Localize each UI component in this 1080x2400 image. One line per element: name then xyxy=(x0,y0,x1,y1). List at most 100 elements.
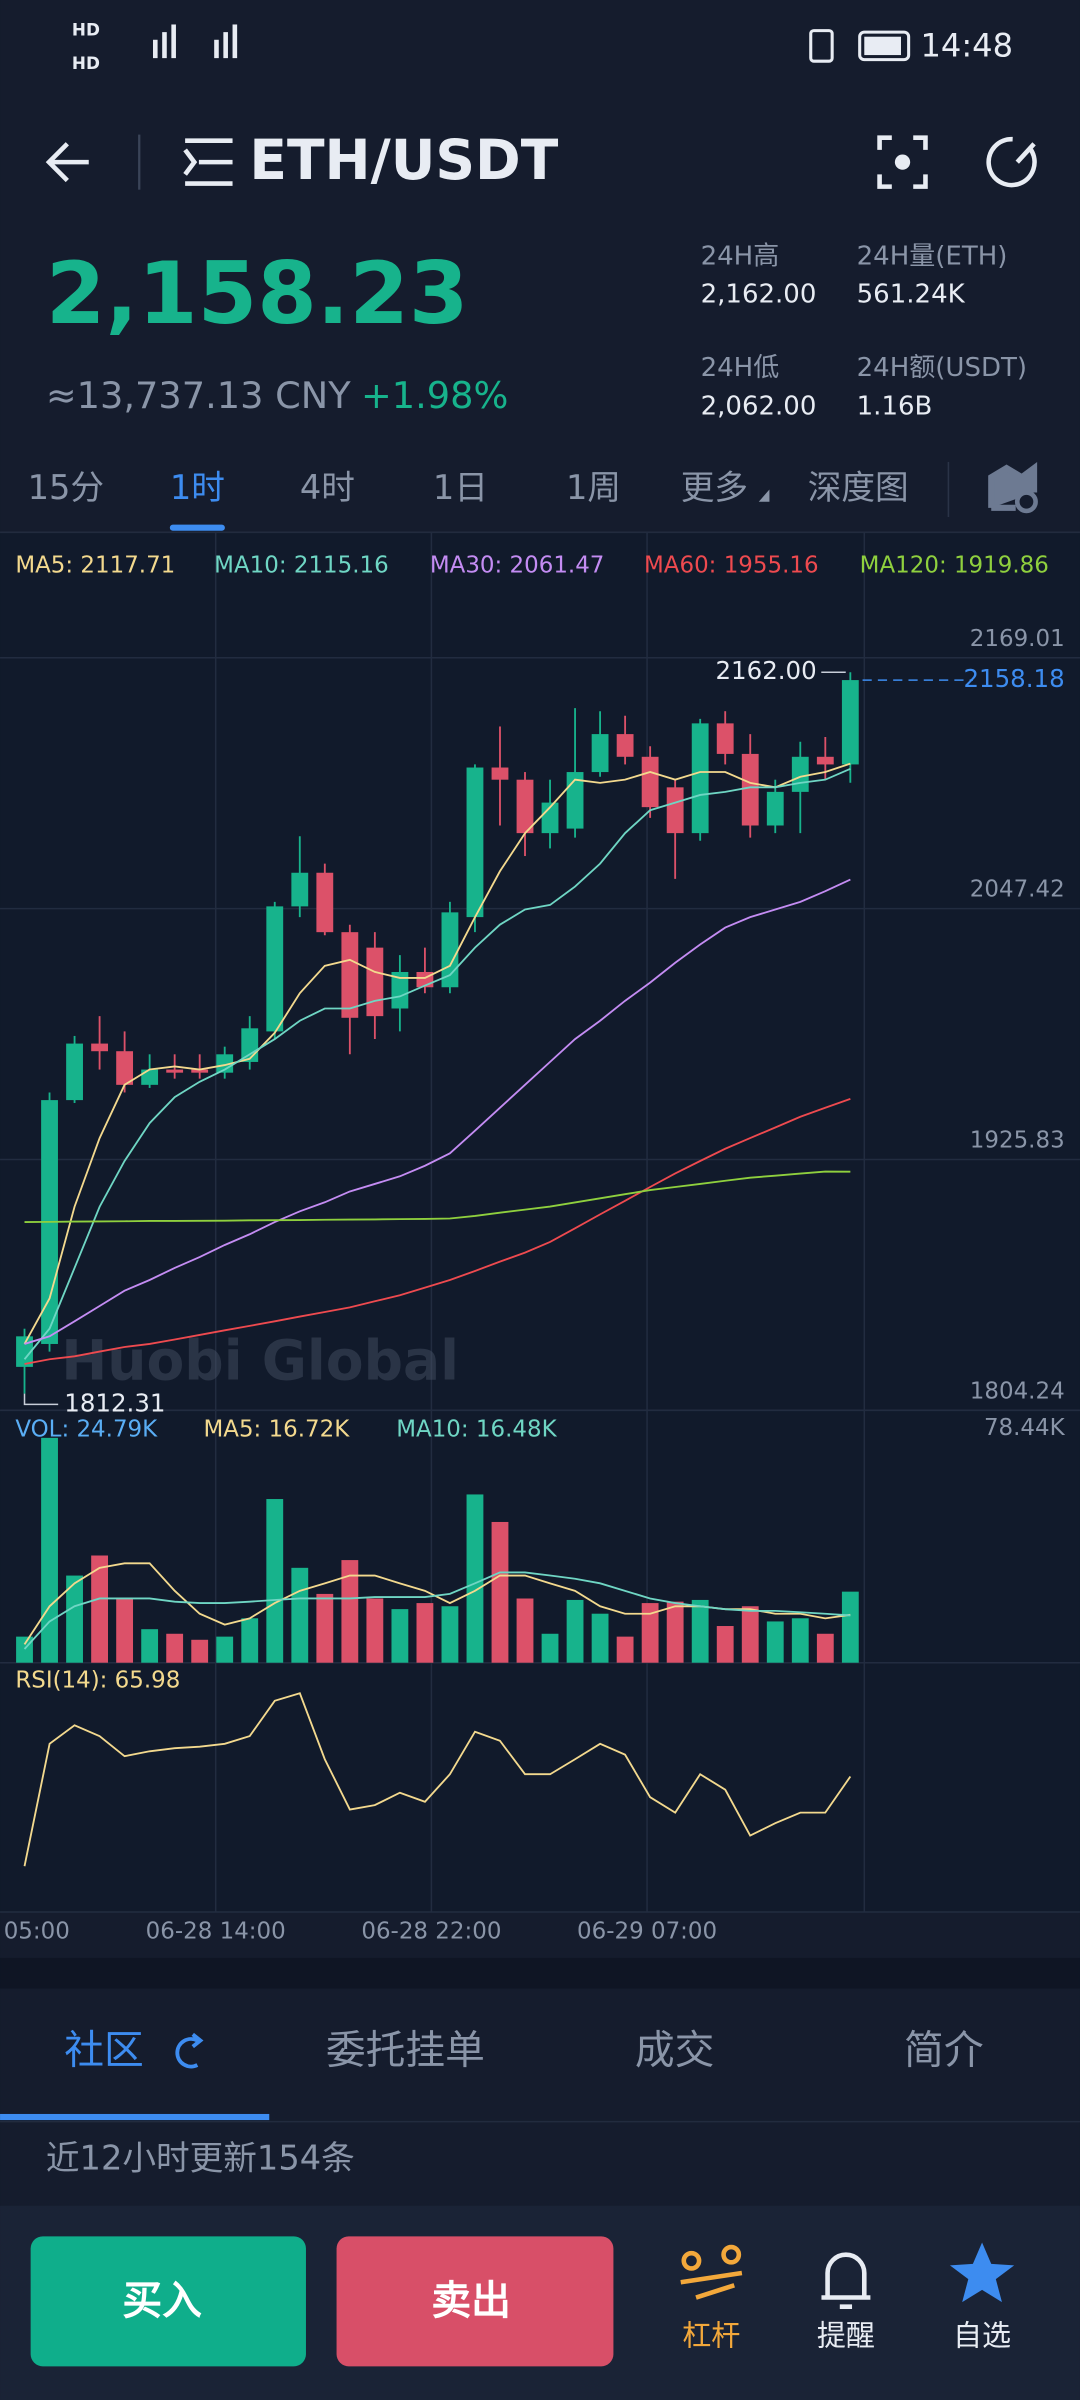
watermark: Huobi Global xyxy=(61,1329,459,1393)
candle-body xyxy=(741,753,759,826)
change: +1.98% xyxy=(361,374,508,417)
sell-label: 卖出 xyxy=(431,2278,511,2324)
volume-bar xyxy=(291,1567,309,1663)
last-price-label: 2158.18 xyxy=(963,664,1064,693)
sell-button[interactable] xyxy=(336,2236,614,2367)
volume-bar xyxy=(316,1593,334,1663)
volume-bar xyxy=(791,1618,809,1663)
volume-bar xyxy=(216,1636,234,1663)
volume-bar xyxy=(666,1601,684,1663)
candle-body xyxy=(666,787,684,834)
period-tab[interactable]: 4时 xyxy=(300,468,355,507)
refresh-icon[interactable] xyxy=(986,136,1037,188)
vol-ma-line xyxy=(23,1571,851,1650)
candle-body xyxy=(266,906,284,1032)
leverage-icon[interactable] xyxy=(680,2244,743,2300)
time-label: 06-28 22:00 xyxy=(361,1918,501,1944)
candle-body xyxy=(791,756,809,792)
candle-body xyxy=(116,1051,134,1085)
menu-icon[interactable] xyxy=(183,138,233,186)
stat-label: 24H额(USDT) xyxy=(857,353,1027,383)
gear xyxy=(1014,490,1038,514)
ma-line xyxy=(23,762,851,1345)
candle-body xyxy=(141,1069,159,1085)
volume-bar xyxy=(41,1437,58,1663)
candle-body xyxy=(541,802,559,834)
candle-body xyxy=(491,767,509,780)
candle-body xyxy=(591,734,609,773)
vol-ma-legend: MA5: 16.72K xyxy=(203,1417,350,1443)
candle-body xyxy=(391,971,409,1009)
bottom-tab[interactable]: 简介 xyxy=(904,2027,984,2073)
ma-legend: MA30: 2061.47 xyxy=(430,552,605,578)
volume-bar xyxy=(516,1598,534,1663)
candle-body xyxy=(91,1043,108,1052)
candle-body xyxy=(366,947,384,1017)
period-tab[interactable]: 更多 xyxy=(681,468,748,507)
stat-value: 2,062.00 xyxy=(701,391,817,421)
candle-body xyxy=(466,767,484,918)
stat-value: 2,162.00 xyxy=(701,280,817,310)
rsi-legend: RSI(14): 65.98 xyxy=(15,1668,180,1694)
stat-label: 24H量(ETH) xyxy=(857,241,1008,271)
volume-bar xyxy=(591,1613,609,1663)
rsi-line xyxy=(23,1692,852,1867)
bell-icon[interactable] xyxy=(821,2252,871,2309)
period-tab[interactable]: 1周 xyxy=(566,468,621,507)
period-tab[interactable]: 1时 xyxy=(170,468,225,507)
volume-bar xyxy=(616,1636,634,1663)
clock: 14:48 xyxy=(920,26,1013,64)
volume-bar xyxy=(191,1639,209,1663)
ma-legend: MA120: 1919.86 xyxy=(860,552,1049,578)
vol-ma-legend: MA10: 16.48K xyxy=(396,1417,557,1443)
candle-body xyxy=(291,872,309,907)
period-tab[interactable]: 1日 xyxy=(433,468,488,507)
cny-price: ≈13,737.13 CNY xyxy=(46,374,351,417)
low-pointer xyxy=(23,1393,59,1406)
bottom-tab[interactable]: 成交 xyxy=(635,2027,715,2073)
volume-bar xyxy=(341,1560,359,1663)
candle-body xyxy=(341,932,359,1018)
volume-bar xyxy=(91,1555,108,1663)
stat-value: 561.24K xyxy=(857,280,966,310)
volume-bar xyxy=(391,1609,409,1663)
period-tab[interactable]: 15分 xyxy=(28,468,104,507)
stat-value: 1.16B xyxy=(857,391,933,421)
y-tick-label: 1804.24 xyxy=(970,1378,1065,1404)
buy-button[interactable] xyxy=(30,2236,306,2367)
svg-text:HD: HD xyxy=(72,53,100,73)
period-tab[interactable]: 深度图 xyxy=(808,468,909,507)
bottom-tab[interactable]: 社区 xyxy=(64,2027,144,2073)
nav-label[interactable]: 提醒 xyxy=(817,2318,875,2352)
star-icon[interactable] xyxy=(949,2242,1015,2303)
nav-label[interactable]: 自选 xyxy=(953,2318,1011,2352)
volume-bar xyxy=(816,1633,834,1663)
volume-bar xyxy=(491,1521,509,1663)
candle-body xyxy=(641,756,659,808)
stat-label: 24H高 xyxy=(701,241,780,271)
chart-settings[interactable] xyxy=(988,461,1038,511)
pair-title: ETH/USDT xyxy=(249,128,558,192)
volume-bar xyxy=(466,1494,484,1663)
volume-bar xyxy=(716,1626,734,1663)
volume-bar xyxy=(366,1598,384,1663)
nav-label[interactable]: 杠杆 xyxy=(682,2318,740,2352)
tab-refresh[interactable] xyxy=(175,2032,204,2069)
time-label: 06-28 14:00 xyxy=(146,1918,286,1944)
bottom-tab[interactable]: 委托挂单 xyxy=(326,2027,485,2073)
stat-label: 24H低 xyxy=(701,353,780,383)
status-icons: HD HD xyxy=(72,20,911,73)
spacer xyxy=(0,1957,1080,1989)
volume-bar xyxy=(441,1606,459,1663)
vol-legend: VOL: 24.79K xyxy=(15,1417,158,1443)
scan-icon[interactable] xyxy=(877,135,928,189)
back-button[interactable] xyxy=(45,142,89,183)
svg-text:HD: HD xyxy=(72,20,100,40)
candle-body xyxy=(816,756,834,765)
volume-bar xyxy=(166,1633,184,1663)
ma-line xyxy=(23,767,851,1360)
scan-dot xyxy=(894,154,911,170)
ma-legend: MA5: 2117.71 xyxy=(15,552,175,578)
time-label: 06-29 07:00 xyxy=(577,1918,717,1944)
